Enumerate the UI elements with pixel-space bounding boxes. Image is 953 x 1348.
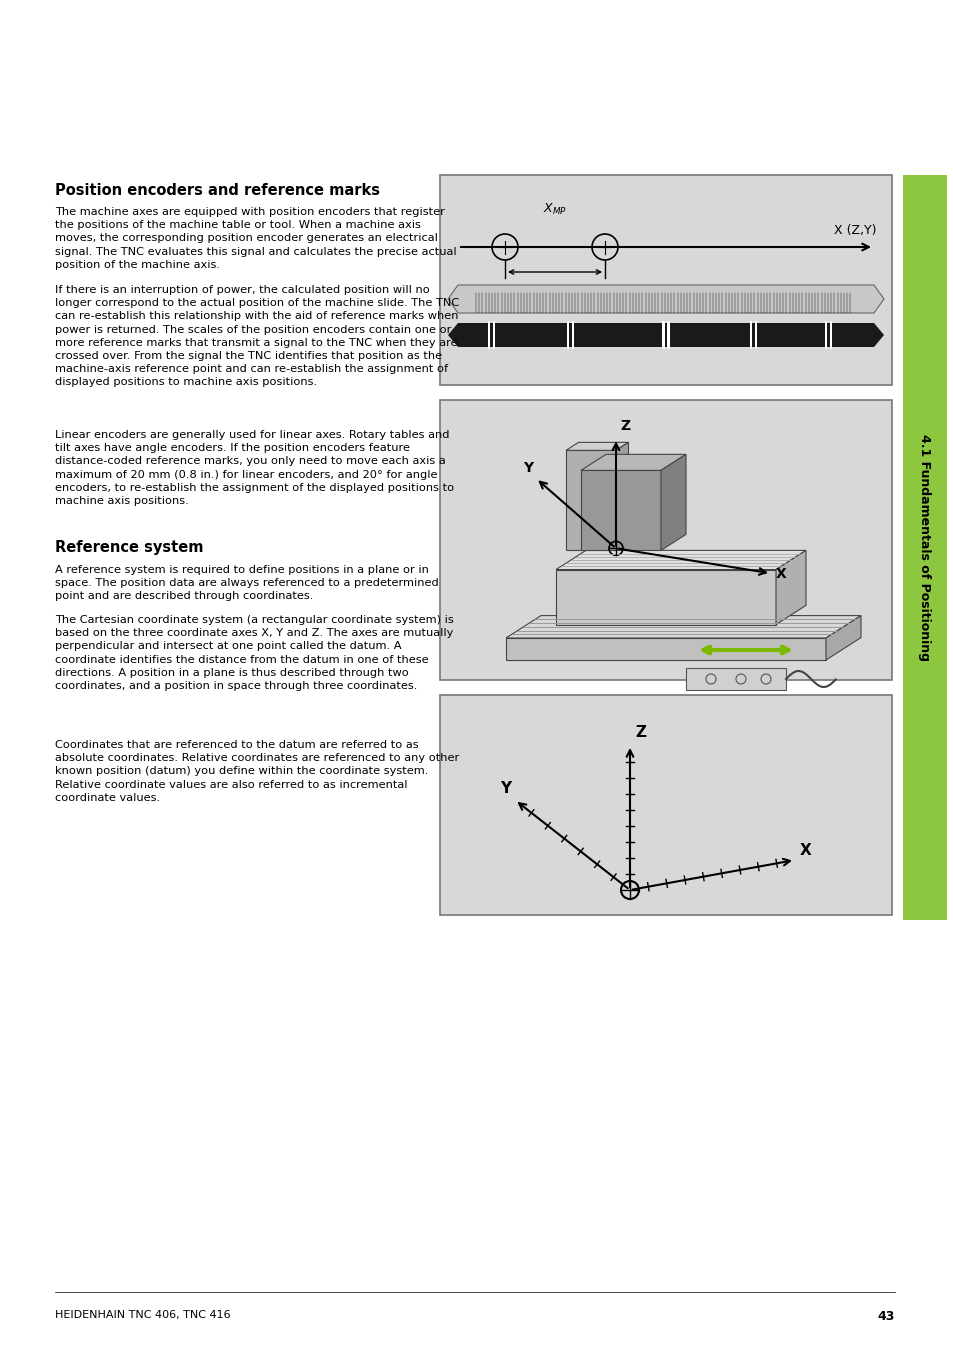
- Polygon shape: [505, 638, 825, 661]
- Text: Reference system: Reference system: [55, 541, 203, 555]
- Polygon shape: [556, 550, 805, 570]
- Bar: [685, 669, 785, 690]
- Bar: [754, 321, 757, 349]
- Bar: [666, 321, 669, 349]
- Text: HEIDENHAIN TNC 406, TNC 416: HEIDENHAIN TNC 406, TNC 416: [55, 1310, 231, 1320]
- Text: Linear encoders are generally used for linear axes. Rotary tables and
tilt axes : Linear encoders are generally used for l…: [55, 430, 454, 506]
- Bar: [661, 321, 664, 349]
- Polygon shape: [825, 616, 861, 661]
- Polygon shape: [580, 454, 685, 470]
- Text: X (Z,Y): X (Z,Y): [834, 224, 876, 237]
- Bar: [571, 321, 574, 349]
- Bar: [823, 321, 826, 349]
- Polygon shape: [505, 616, 861, 638]
- Polygon shape: [556, 570, 775, 624]
- Text: 4.1 Fundamentals of Positioning: 4.1 Fundamentals of Positioning: [918, 434, 930, 661]
- Bar: [439, 400, 891, 679]
- Text: $X_{MP}$: $X_{MP}$: [542, 202, 566, 217]
- Polygon shape: [448, 324, 883, 346]
- Text: Z: Z: [635, 725, 645, 740]
- Polygon shape: [616, 442, 628, 550]
- Text: Y: Y: [522, 461, 533, 476]
- Text: X: X: [800, 842, 811, 857]
- Text: Position encoders and reference marks: Position encoders and reference marks: [55, 183, 379, 198]
- Bar: [902, 175, 946, 919]
- Text: The Cartesian coordinate system (a rectangular coordinate system) is
based on th: The Cartesian coordinate system (a recta…: [55, 615, 454, 692]
- Text: 43: 43: [877, 1310, 894, 1322]
- Text: If there is an interruption of power, the calculated position will no
longer cor: If there is an interruption of power, th…: [55, 284, 458, 387]
- Polygon shape: [775, 550, 805, 624]
- Bar: [566, 321, 568, 349]
- Bar: [439, 696, 891, 915]
- Bar: [492, 321, 495, 349]
- Bar: [829, 321, 831, 349]
- Text: A reference system is required to define positions in a plane or in
space. The p: A reference system is required to define…: [55, 565, 438, 601]
- Polygon shape: [565, 450, 616, 550]
- Text: X: X: [775, 568, 786, 581]
- Text: The machine axes are equipped with position encoders that register
the positions: The machine axes are equipped with posit…: [55, 208, 456, 270]
- Bar: [487, 321, 490, 349]
- Bar: [439, 175, 891, 386]
- Polygon shape: [448, 284, 883, 313]
- Polygon shape: [565, 442, 628, 450]
- Text: Coordinates that are referenced to the datum are referred to as
absolute coordin: Coordinates that are referenced to the d…: [55, 740, 458, 803]
- Text: Y: Y: [499, 780, 511, 797]
- Polygon shape: [660, 454, 685, 550]
- Text: Z: Z: [619, 419, 630, 433]
- Bar: [749, 321, 751, 349]
- Polygon shape: [580, 470, 660, 550]
